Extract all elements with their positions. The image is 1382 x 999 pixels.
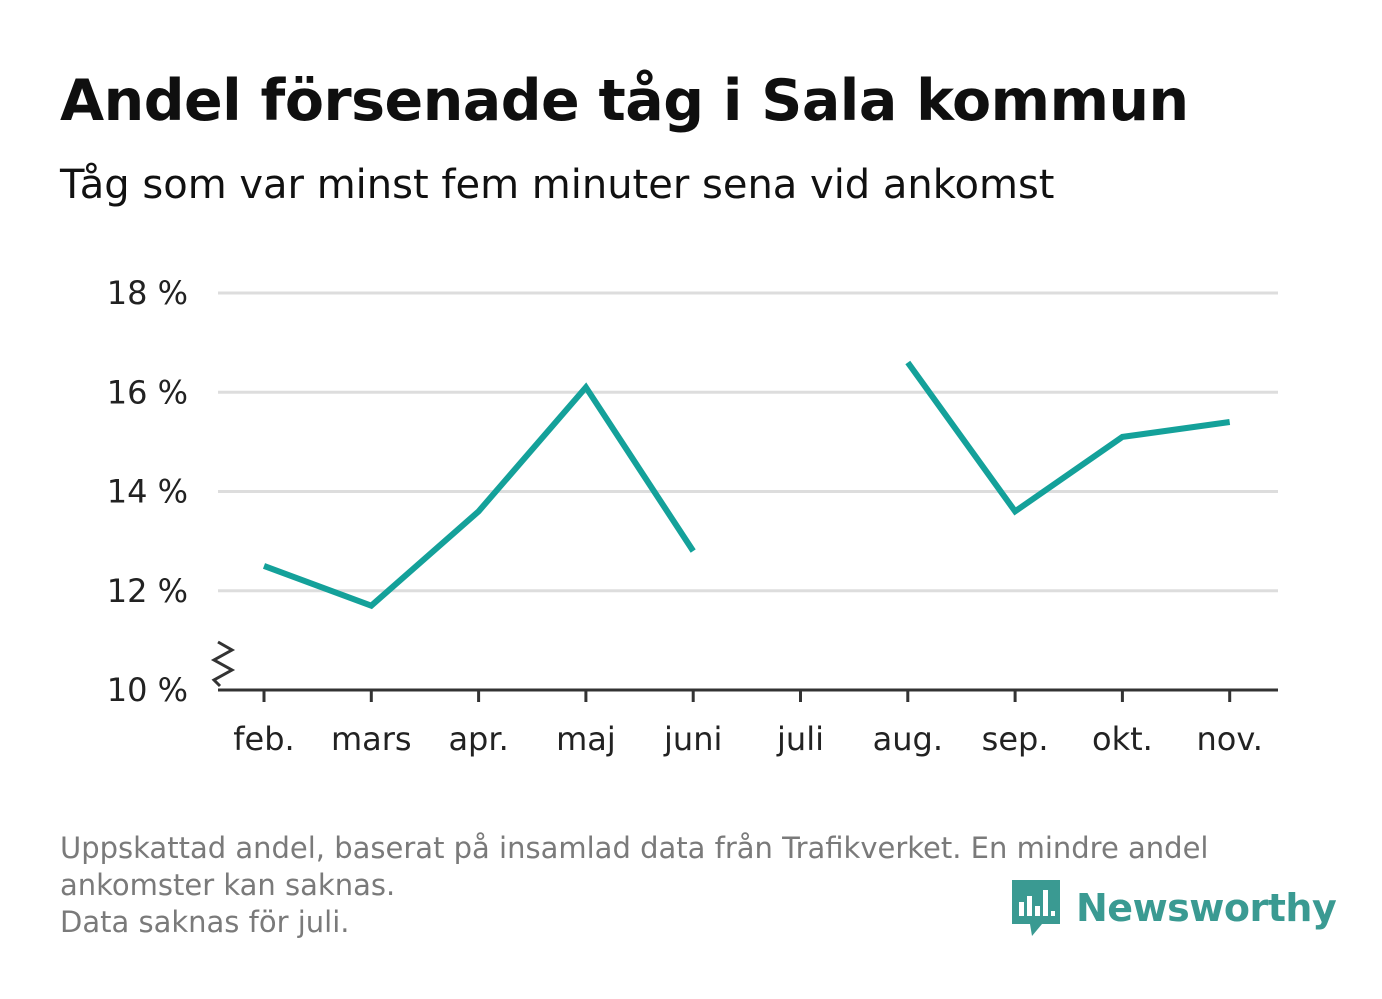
x-tick-label: juli [776,720,824,758]
x-tick-label: okt. [1092,720,1153,758]
footnote: Uppskattad andel, baserat på insamlad da… [60,830,1320,941]
chart-title: Andel försenade tåg i Sala kommun [60,68,1189,134]
x-tick-label: maj [556,720,616,758]
series-line-segment [262,382,696,610]
y-tick-label: 18 % [107,274,188,312]
x-tick-label: mars [331,720,412,758]
chart-subtitle: Tåg som var minst fem minuter sena vid a… [60,162,1055,208]
footnote-line-2: ankomster kan saknas. [60,868,396,902]
line-chart: 10 % 12 % 14 % 16 % 18 % feb. mars apr. maj juni… [107,274,1278,758]
newsworthy-logo: Newsworthy [1010,878,1337,938]
y-tick-label: 16 % [107,373,188,411]
footnote-line-3: Data saknas för juli. [60,905,350,939]
logo-text: Newsworthy [1076,886,1337,930]
y-axis-labels: 10 % 12 % 14 % 16 % 18 % [107,274,188,709]
series-lines [262,360,1231,610]
x-tick-label: sep. [982,720,1049,758]
axis-break-mark [210,640,236,688]
footnote-line-1: Uppskattad andel, baserat på insamlad da… [60,831,1209,865]
y-tick-label: 12 % [107,572,188,610]
x-tick-label: apr. [448,720,508,758]
y-tick-label: 14 % [107,473,188,511]
x-axis [210,640,1278,702]
x-axis-labels: feb. mars apr. maj juni juli aug. sep. okt. nov. [233,720,1263,758]
x-tick-label: nov. [1196,720,1262,758]
newsworthy-logo-icon [1012,880,1060,936]
grid-lines [218,291,1278,593]
y-tick-label: 10 % [107,671,188,709]
x-tick-label: aug. [873,720,943,758]
x-tick-label: juni [663,720,722,758]
x-tick-label: feb. [233,720,294,758]
series-line-segment [905,360,1231,516]
